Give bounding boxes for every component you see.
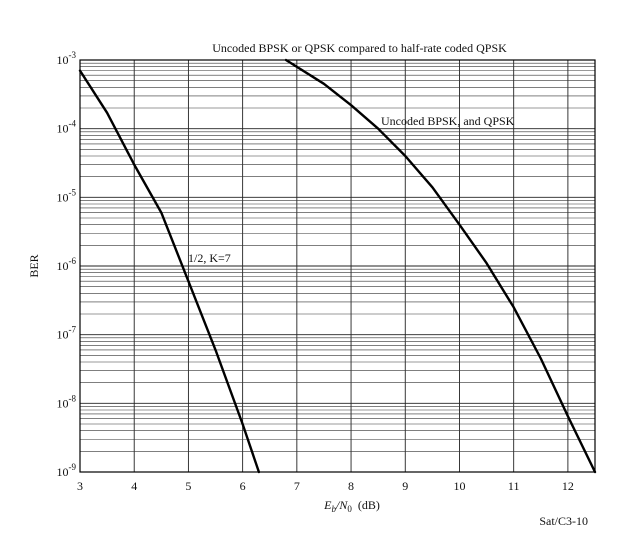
y-tick-label: 10-9: [57, 462, 77, 479]
x-label-main: E: [323, 498, 332, 512]
grid: [79, 60, 595, 473]
x-tick-label: 9: [402, 479, 408, 493]
series-label-coded: 1/2, K=7: [188, 251, 231, 265]
x-tick-label: 6: [240, 479, 246, 493]
x-tick-label: 7: [294, 479, 300, 493]
x-tick-label: 5: [185, 479, 191, 493]
series-group: [78, 58, 597, 474]
x-label-unit: (dB): [358, 498, 380, 512]
y-tick-label: 10-4: [57, 119, 77, 136]
x-axis-label: Eb/N0 (dB): [323, 498, 380, 514]
x-tick-label: 10: [453, 479, 465, 493]
x-label-sub1: b: [332, 504, 337, 514]
y-tick-label: 10-3: [57, 50, 77, 67]
y-axis-label: BER: [27, 254, 41, 277]
series-label-uncoded: Uncoded BPSK, and QPSK: [381, 114, 515, 128]
y-tick-labels: 10-3 10-4 10-5 10-6 10-7 10-8 10-9: [57, 50, 77, 479]
x-tick-label: 8: [348, 479, 354, 493]
y-tick-label: 10-5: [57, 187, 77, 204]
y-tick-label: 10-6: [57, 256, 77, 273]
x-tick-labels: 3 4 5 6 7 8 9 10 11 12: [77, 479, 574, 493]
plot-frame: [79, 59, 596, 473]
y-tick-label: 10-7: [57, 325, 77, 342]
figure-id: Sat/C3-10: [539, 514, 588, 528]
series-line-coded: [78, 69, 261, 474]
x-label-sub2: 0: [347, 504, 352, 514]
x-tick-label: 11: [508, 479, 520, 493]
x-label-slash: /N: [335, 498, 348, 512]
y-tick-label: 10-8: [57, 393, 77, 410]
chart-title: Uncoded BPSK or QPSK compared to half-ra…: [212, 41, 507, 55]
series-line-uncoded: [284, 58, 597, 474]
x-tick-label: 3: [77, 479, 83, 493]
x-tick-label: 12: [562, 479, 574, 493]
x-tick-label: 4: [131, 479, 137, 493]
